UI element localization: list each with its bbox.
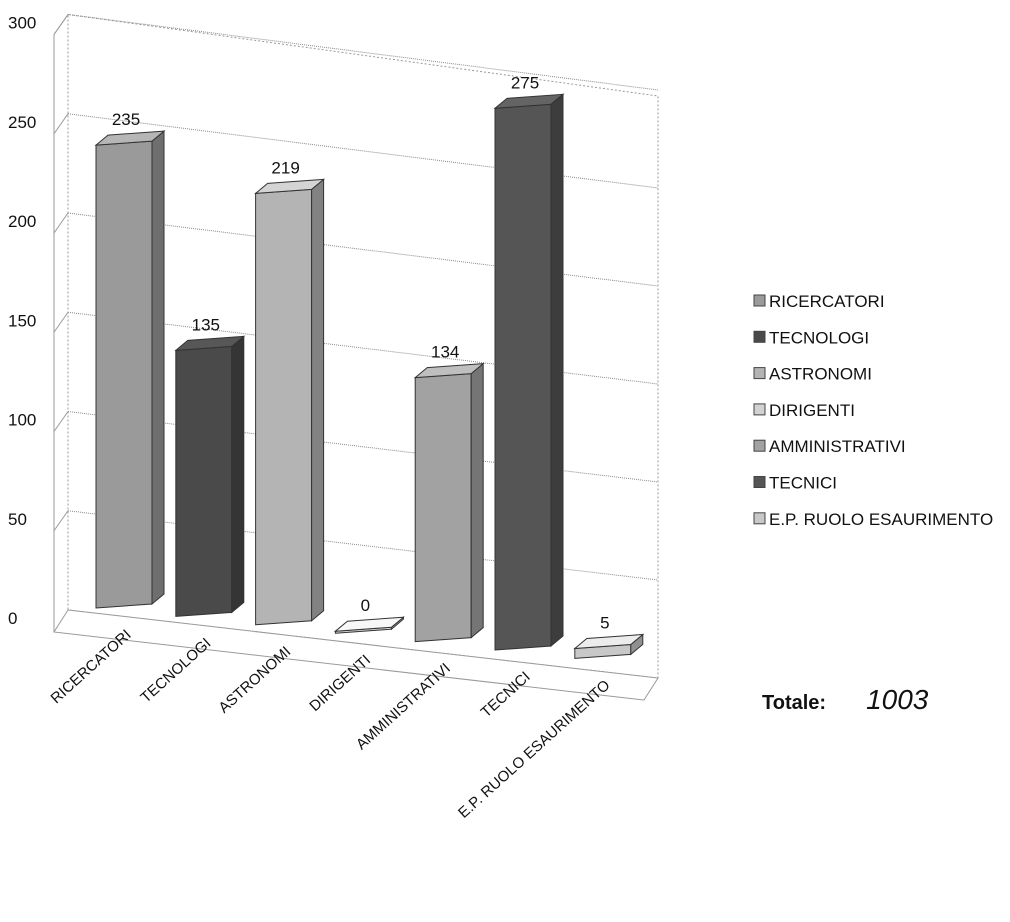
legend-label: RICERCATORI bbox=[769, 292, 885, 311]
bar bbox=[333, 616, 405, 634]
x-tick-label: RICERCATORI bbox=[48, 626, 135, 707]
total-value: 1003 bbox=[866, 684, 929, 715]
data-label: 219 bbox=[271, 158, 299, 177]
legend-label: DIRIGENTI bbox=[769, 401, 855, 420]
legend-label: TECNOLOGI bbox=[769, 328, 869, 347]
bar-side bbox=[550, 93, 564, 648]
total-label: Totale: bbox=[762, 692, 827, 714]
bar-side bbox=[311, 178, 325, 622]
gridline-side bbox=[53, 411, 69, 432]
bar-top bbox=[333, 616, 405, 632]
gridline-side bbox=[53, 311, 69, 333]
legend-label: AMMINISTRATIVI bbox=[769, 437, 906, 456]
data-label: 5 bbox=[600, 614, 609, 633]
bar-top bbox=[254, 178, 326, 195]
y-tick-label: 100 bbox=[8, 411, 36, 430]
gridline-side bbox=[53, 113, 69, 135]
data-labels: 235 135 219 0 134 275 5 bbox=[112, 73, 610, 632]
legend-item: TECNOLOGI bbox=[753, 328, 869, 347]
bar-front bbox=[414, 373, 472, 643]
y-tick-label: 250 bbox=[8, 113, 36, 132]
legend-swatch bbox=[753, 439, 766, 452]
bar-front bbox=[175, 345, 233, 617]
bar bbox=[254, 178, 326, 626]
bar-front bbox=[255, 188, 313, 626]
legend-label: TECNICI bbox=[769, 474, 837, 493]
x-tick-label: E.P. RUOLO ESAURIMENTO bbox=[455, 677, 613, 822]
bar bbox=[573, 633, 645, 659]
legend-swatch bbox=[753, 330, 766, 343]
legend-swatch bbox=[753, 294, 766, 307]
legend-swatch bbox=[753, 367, 766, 380]
gridline-side bbox=[53, 14, 69, 35]
bar-top bbox=[94, 130, 166, 146]
bar-front bbox=[95, 140, 153, 609]
bar-top bbox=[573, 633, 645, 650]
bar-side bbox=[151, 130, 165, 606]
bar-top bbox=[493, 93, 565, 109]
bar-front bbox=[494, 103, 552, 651]
data-label: 134 bbox=[431, 343, 459, 362]
y-axis: 0 50 100 150 200 250 300 bbox=[8, 14, 36, 629]
legend-item: RICERCATORI bbox=[753, 292, 885, 311]
legend-item: E.P. RUOLO ESAURIMENTO bbox=[753, 510, 993, 529]
legend-item: AMMINISTRATIVI bbox=[753, 437, 906, 456]
legend-label: ASTRONOMI bbox=[769, 365, 872, 384]
data-label: 0 bbox=[361, 596, 370, 615]
bar-top bbox=[413, 362, 485, 379]
bar bbox=[94, 130, 166, 609]
floor bbox=[53, 609, 659, 701]
bar bbox=[413, 362, 485, 643]
legend: RICERCATORI TECNOLOGI ASTRONOMI DIRIGENTI AM… bbox=[753, 292, 993, 529]
y-tick-label: 0 bbox=[8, 609, 17, 628]
x-tick-label: AMMINISTRATIVI bbox=[353, 660, 454, 753]
y-tick-label: 50 bbox=[8, 510, 27, 529]
bar bbox=[174, 335, 246, 617]
legend-swatch bbox=[753, 476, 766, 488]
gridline-side bbox=[53, 510, 69, 532]
gridlines bbox=[53, 14, 659, 581]
legend-item: DIRIGENTI bbox=[753, 401, 855, 420]
bar-side bbox=[470, 362, 484, 639]
data-label: 275 bbox=[511, 73, 539, 92]
bar-top bbox=[174, 335, 246, 352]
legend-label: E.P. RUOLO ESAURIMENTO bbox=[769, 510, 993, 529]
data-label: 135 bbox=[192, 315, 220, 334]
total: Totale: 1003 bbox=[762, 684, 928, 716]
y-tick-label: 300 bbox=[8, 14, 36, 33]
y-tick-label: 200 bbox=[8, 212, 36, 231]
y-tick-label: 150 bbox=[8, 311, 36, 330]
legend-item: ASTRONOMI bbox=[753, 365, 872, 384]
legend-swatch bbox=[753, 512, 766, 525]
bar bbox=[493, 93, 565, 651]
gridline-side bbox=[53, 212, 69, 234]
bar-side bbox=[231, 335, 245, 614]
legend-item: TECNICI bbox=[753, 474, 837, 493]
data-label: 235 bbox=[112, 110, 140, 129]
bars bbox=[94, 93, 645, 659]
legend-swatch bbox=[753, 403, 766, 416]
